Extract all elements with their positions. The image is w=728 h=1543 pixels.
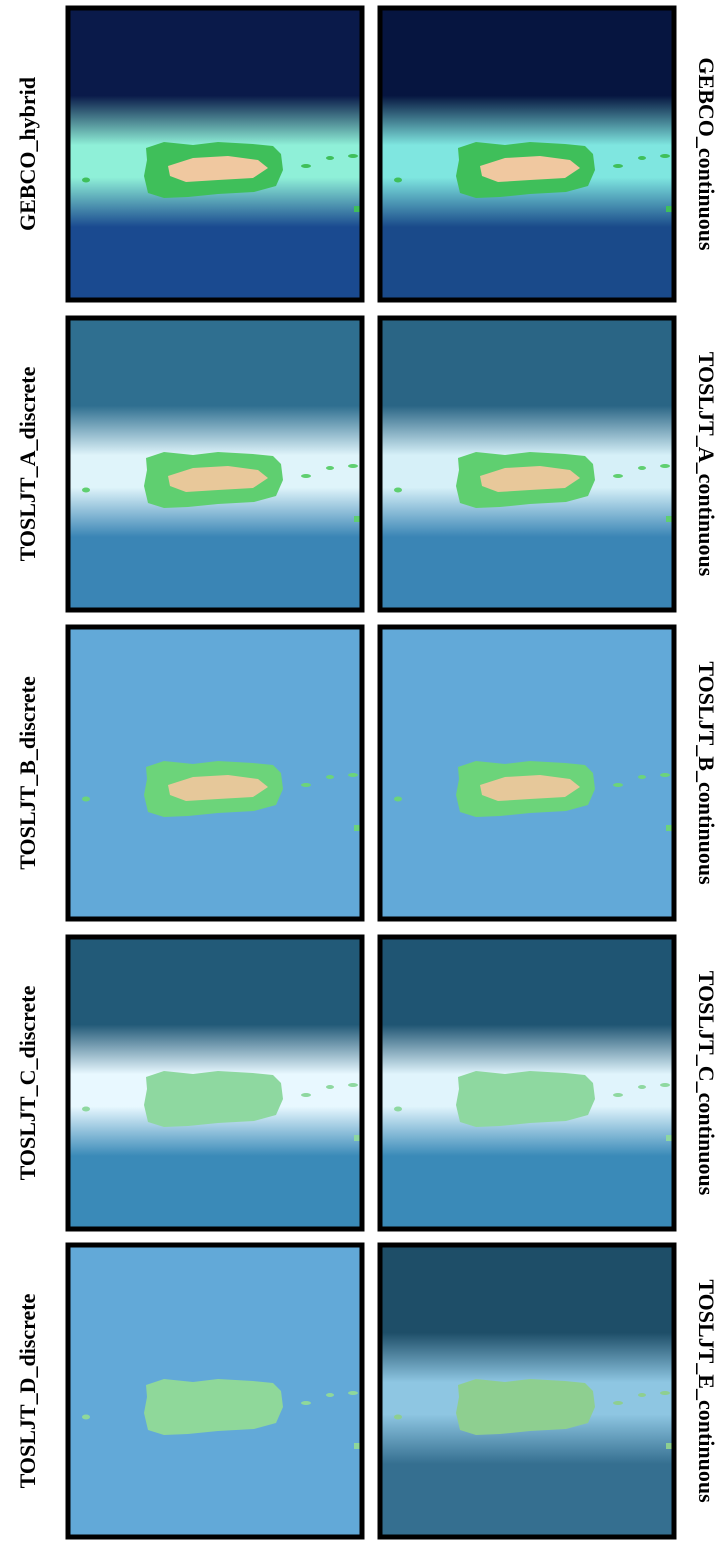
small-island (666, 206, 674, 212)
map-panel (377, 934, 677, 1232)
small-island (82, 1106, 90, 1112)
small-island (638, 156, 646, 160)
island (144, 1379, 283, 1435)
panel-border (65, 624, 365, 922)
small-island (354, 825, 362, 831)
small-island (82, 796, 90, 802)
small-island (82, 177, 90, 183)
map-panel (65, 315, 365, 613)
small-island (394, 177, 402, 183)
small-island (613, 164, 623, 168)
small-island (666, 825, 674, 831)
panel-label: GEBCO_continuous (694, 57, 719, 251)
highland (168, 156, 268, 182)
small-island (348, 464, 358, 468)
highland (480, 775, 580, 801)
panel-border (65, 934, 365, 1232)
small-island (613, 783, 623, 787)
small-island (660, 773, 670, 777)
small-island (82, 487, 90, 493)
panel-border (65, 1242, 365, 1540)
panel-label: TOSLJT_A_continuous (694, 352, 719, 577)
small-island (394, 487, 402, 493)
small-island (666, 516, 674, 522)
small-island (301, 1401, 311, 1405)
panel-border (377, 934, 677, 1232)
small-island (326, 1085, 334, 1089)
small-island (638, 1393, 646, 1397)
highland (480, 466, 580, 492)
small-island (613, 474, 623, 478)
small-island (301, 474, 311, 478)
panel-label: TOSLJT_D_discrete (15, 1293, 40, 1488)
small-island (613, 1401, 623, 1405)
small-island (326, 1393, 334, 1397)
map-panel (377, 5, 677, 303)
panel-label: GEBCO_hybrid (15, 77, 40, 231)
panel-border (377, 624, 677, 922)
panel-label: TOSLJT_B_discrete (15, 676, 40, 870)
map-panel (65, 1242, 365, 1540)
highland (168, 466, 268, 492)
small-island (354, 516, 362, 522)
panel-border (377, 315, 677, 613)
panel-label: TOSLJT_B_continuous (694, 661, 719, 885)
small-island (326, 156, 334, 160)
island (144, 1071, 283, 1127)
panel-border (377, 5, 677, 303)
panel-label: TOSLJT_C_continuous (694, 971, 719, 1196)
small-island (348, 154, 358, 158)
small-island (660, 464, 670, 468)
panel-border (65, 5, 365, 303)
small-island (326, 466, 334, 470)
small-island (666, 1135, 674, 1141)
small-island (301, 1093, 311, 1097)
small-island (660, 1391, 670, 1395)
small-island (613, 1093, 623, 1097)
map-panel (65, 624, 365, 922)
island (456, 1071, 595, 1127)
island (456, 1379, 595, 1435)
small-island (348, 1083, 358, 1087)
small-island (348, 1391, 358, 1395)
small-island (326, 775, 334, 779)
small-island (354, 1135, 362, 1141)
small-island (394, 796, 402, 802)
small-island (354, 1443, 362, 1449)
map-panel (65, 934, 365, 1232)
panel-border (65, 315, 365, 613)
map-panel (377, 624, 677, 922)
small-island (348, 773, 358, 777)
panel-label: TOSLJT_A_discrete (15, 366, 40, 561)
panel-label: TOSLJT_E_continuous (694, 1279, 719, 1503)
small-island (638, 1085, 646, 1089)
small-island (660, 1083, 670, 1087)
small-island (354, 206, 362, 212)
small-island (301, 783, 311, 787)
map-panel (377, 315, 677, 613)
highland (480, 156, 580, 182)
map-panel (377, 1242, 677, 1540)
map-panel (65, 5, 365, 303)
small-island (394, 1414, 402, 1420)
small-island (82, 1414, 90, 1420)
highland (168, 775, 268, 801)
panel-border (377, 1242, 677, 1540)
small-island (301, 164, 311, 168)
small-island (394, 1106, 402, 1112)
small-island (638, 775, 646, 779)
small-island (660, 154, 670, 158)
panel-label: TOSLJT_C_discrete (15, 985, 40, 1180)
small-island (638, 466, 646, 470)
small-island (666, 1443, 674, 1449)
